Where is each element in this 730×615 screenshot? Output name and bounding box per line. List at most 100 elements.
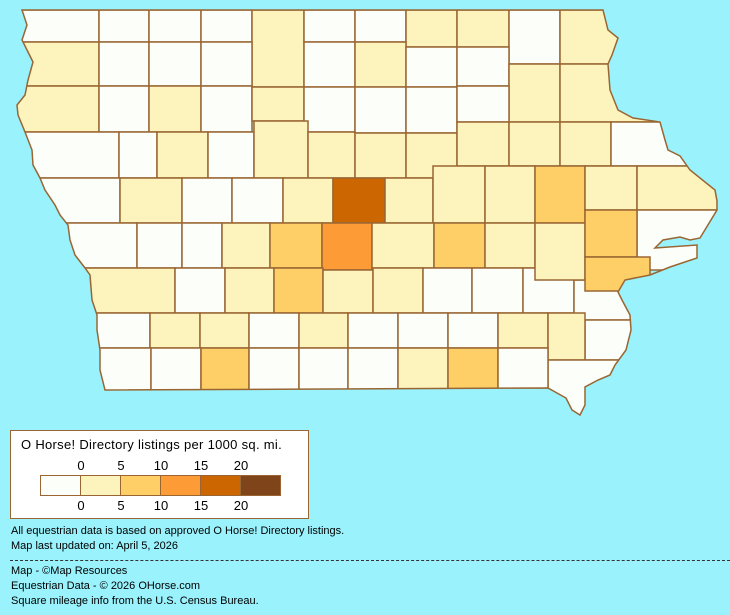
county[interactable] — [224, 267, 275, 314]
county[interactable] — [0, 312, 151, 349]
county[interactable] — [199, 312, 250, 349]
county[interactable] — [354, 86, 407, 134]
county[interactable] — [636, 165, 720, 211]
county[interactable] — [559, 121, 612, 167]
county[interactable] — [584, 209, 638, 258]
county[interactable] — [354, 41, 407, 88]
county[interactable] — [273, 267, 324, 314]
county[interactable] — [456, 121, 510, 167]
county[interactable] — [0, 41, 100, 87]
county[interactable] — [298, 312, 349, 349]
county[interactable] — [98, 41, 150, 87]
county[interactable] — [559, 10, 720, 65]
county[interactable] — [321, 222, 373, 271]
county[interactable] — [584, 165, 638, 211]
county[interactable] — [148, 10, 202, 43]
county[interactable] — [397, 347, 449, 425]
county[interactable] — [497, 347, 549, 425]
county[interactable] — [354, 132, 407, 179]
census-credit: Square mileage info from the U.S. Census… — [11, 595, 259, 607]
county[interactable] — [149, 312, 201, 349]
county[interactable] — [384, 177, 434, 224]
county[interactable] — [207, 131, 255, 179]
county[interactable] — [447, 312, 499, 349]
county[interactable] — [231, 177, 284, 224]
county[interactable] — [200, 347, 250, 425]
county[interactable] — [282, 177, 334, 224]
county[interactable] — [303, 41, 356, 88]
iowa-county-map — [0, 9, 720, 425]
county[interactable] — [534, 165, 586, 224]
county[interactable] — [347, 347, 399, 425]
county[interactable] — [98, 85, 150, 133]
county[interactable] — [456, 85, 510, 123]
county[interactable] — [303, 10, 356, 43]
county[interactable] — [547, 312, 586, 361]
county[interactable] — [303, 86, 356, 133]
legend-tick-bottom: 5 — [117, 498, 125, 513]
county[interactable] — [405, 86, 458, 134]
county[interactable] — [433, 222, 486, 269]
county[interactable] — [0, 177, 121, 224]
county[interactable] — [0, 267, 176, 314]
county[interactable] — [221, 222, 271, 269]
county[interactable] — [181, 222, 223, 269]
county[interactable] — [298, 347, 349, 425]
county[interactable] — [251, 86, 305, 122]
county[interactable] — [508, 121, 561, 167]
county[interactable] — [456, 46, 510, 87]
county[interactable] — [307, 131, 356, 179]
county[interactable] — [181, 177, 233, 224]
county[interactable] — [405, 46, 458, 88]
county[interactable] — [0, 347, 152, 425]
legend-tick-bottom: 15 — [193, 498, 209, 513]
county[interactable] — [332, 177, 386, 224]
county[interactable] — [200, 10, 253, 43]
county[interactable] — [484, 165, 536, 224]
county[interactable] — [200, 85, 253, 133]
county[interactable] — [471, 267, 524, 314]
county[interactable] — [118, 131, 158, 179]
county[interactable] — [372, 267, 424, 314]
county[interactable] — [422, 267, 473, 314]
county[interactable] — [269, 222, 323, 269]
county[interactable] — [456, 10, 510, 48]
county[interactable] — [148, 85, 202, 133]
county[interactable] — [322, 269, 374, 314]
county[interactable] — [98, 10, 150, 43]
county[interactable] — [405, 10, 458, 48]
county[interactable] — [0, 10, 100, 43]
legend-tick-bottom: 10 — [153, 498, 169, 513]
county[interactable] — [508, 10, 561, 65]
county[interactable] — [484, 222, 536, 269]
county[interactable] — [432, 165, 486, 224]
county[interactable] — [584, 256, 651, 292]
county[interactable] — [447, 347, 499, 425]
county[interactable] — [497, 312, 549, 349]
county[interactable] — [148, 41, 202, 87]
county[interactable] — [248, 347, 300, 425]
county[interactable] — [559, 63, 720, 123]
county[interactable] — [547, 359, 720, 425]
county[interactable] — [508, 63, 561, 123]
county[interactable] — [534, 222, 586, 281]
county[interactable] — [347, 312, 399, 349]
county[interactable] — [251, 10, 305, 88]
county[interactable] — [150, 347, 202, 425]
county[interactable] — [253, 120, 309, 179]
county[interactable] — [371, 222, 435, 269]
county[interactable] — [0, 131, 120, 179]
county[interactable] — [200, 41, 253, 87]
county[interactable] — [119, 177, 183, 224]
county[interactable] — [248, 312, 300, 349]
county[interactable] — [584, 319, 720, 361]
county[interactable] — [174, 267, 226, 314]
county[interactable] — [156, 131, 209, 179]
county[interactable] — [354, 10, 407, 43]
legend-tick-top: 15 — [193, 458, 209, 473]
county[interactable] — [405, 132, 458, 179]
county[interactable] — [0, 85, 100, 133]
divider — [10, 560, 730, 561]
county[interactable] — [397, 312, 449, 349]
county[interactable] — [136, 222, 183, 269]
